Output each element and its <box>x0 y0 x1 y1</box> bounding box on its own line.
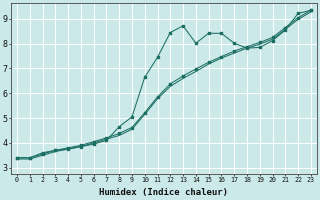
X-axis label: Humidex (Indice chaleur): Humidex (Indice chaleur) <box>100 188 228 197</box>
